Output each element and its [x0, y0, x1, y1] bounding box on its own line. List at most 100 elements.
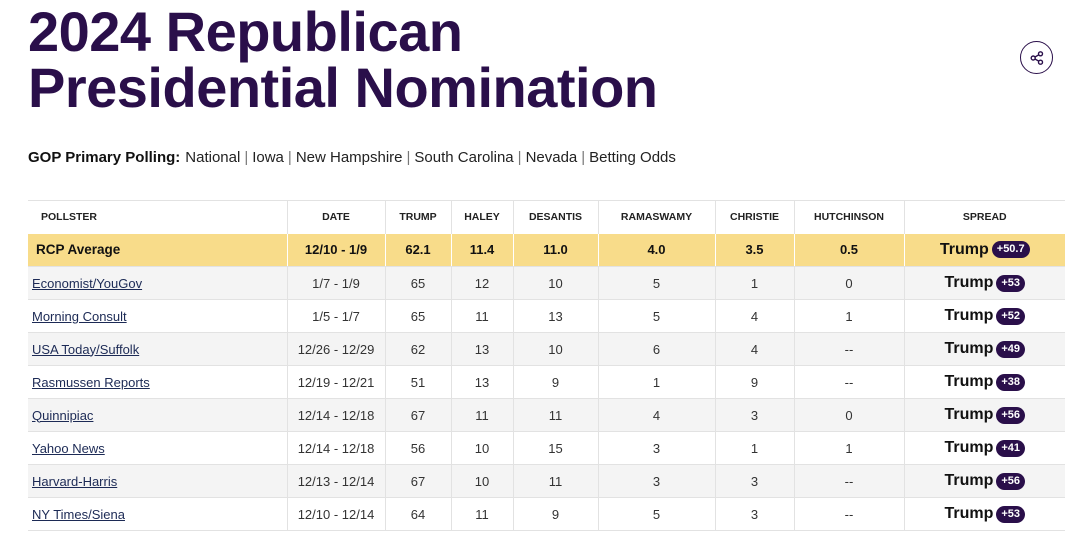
haley-cell: 11 — [450, 398, 513, 432]
spread-column-cell: Trump +41 — [903, 431, 1065, 465]
spread-cell: Trump +53 — [944, 274, 1026, 292]
spread-leader: Trump — [944, 340, 994, 357]
spread-leader: Trump — [944, 406, 994, 423]
nav-link-betting-odds[interactable]: Betting Odds — [589, 149, 676, 166]
christie-cell: 1 — [714, 431, 794, 465]
christie-cell: 3 — [714, 497, 794, 531]
table-row: Harvard-Harris 12/13 - 12/14 67 10 11 3 3 -- Tru… — [28, 464, 1065, 498]
pollster-cell: Harvard-Harris — [28, 464, 287, 498]
table-row: Rasmussen Reports 12/19 - 12/21 51 13 9 1 9 -- T… — [28, 365, 1065, 399]
table-row: Yahoo News 12/14 - 12/18 56 10 15 3 1 1 Trump +41 — [28, 431, 1065, 465]
haley-cell: 13 — [450, 365, 513, 399]
nav-separator: | — [406, 149, 411, 166]
average-christie: 3.5 — [714, 233, 794, 267]
spread-cell: Trump +53 — [944, 505, 1026, 523]
spread-column-cell: Trump +38 — [903, 365, 1065, 399]
table-row: Morning Consult 1/5 - 1/7 65 11 13 5 4 1 Trump +5… — [28, 299, 1065, 333]
date-cell: 12/14 - 12/18 — [286, 398, 385, 432]
pollster-cell: Morning Consult — [28, 299, 287, 333]
date-cell: 1/5 - 1/7 — [286, 299, 385, 333]
spread-badge: +41 — [996, 439, 1026, 457]
pollster-link[interactable]: Economist/YouGov — [32, 275, 143, 291]
ramaswamy-cell: 5 — [597, 497, 715, 531]
spread-cell: Trump +41 — [944, 439, 1026, 457]
average-hutchinson: 0.5 — [793, 233, 904, 267]
ramaswamy-cell: 6 — [597, 332, 715, 366]
spread-badge: +53 — [996, 274, 1026, 292]
spread-cell: Trump +50.7 — [940, 241, 1030, 259]
table-row: Quinnipiac 12/14 - 12/18 67 11 11 4 3 0 Trump +56 — [28, 398, 1065, 432]
christie-cell: 4 — [714, 332, 794, 366]
column-header-desantis[interactable]: DESANTIS — [512, 200, 598, 234]
desantis-cell: 10 — [512, 332, 598, 366]
date-cell: 12/19 - 12/21 — [286, 365, 385, 399]
desantis-cell: 13 — [512, 299, 598, 333]
spread-leader: Trump — [944, 505, 994, 522]
polling-table: POLLSTER DATE TRUMP HALEY DESANTIS RAMAS… — [28, 200, 1065, 531]
spread-column-cell: Trump +56 — [903, 398, 1065, 432]
primary-polling-label: GOP Primary Polling: — [28, 149, 181, 166]
column-header-christie[interactable]: CHRISTIE — [714, 200, 794, 234]
pollster-link[interactable]: USA Today/Suffolk — [32, 341, 140, 357]
column-header-spread[interactable]: SPREAD — [903, 200, 1065, 234]
column-header-date[interactable]: DATE — [286, 200, 385, 234]
haley-cell: 11 — [450, 497, 513, 531]
hutchinson-cell: -- — [793, 365, 904, 399]
pollster-link[interactable]: NY Times/Siena — [32, 506, 125, 522]
nav-separator: | — [287, 149, 292, 166]
trump-cell: 51 — [384, 365, 451, 399]
hutchinson-cell: 1 — [793, 299, 904, 333]
nav-link-iowa[interactable]: Iowa — [252, 149, 284, 166]
nav-separator: | — [517, 149, 522, 166]
column-header-hutchinson[interactable]: HUTCHINSON — [793, 200, 904, 234]
pollster-link[interactable]: Rasmussen Reports — [32, 374, 150, 390]
desantis-cell: 9 — [512, 365, 598, 399]
hutchinson-cell: -- — [793, 332, 904, 366]
spread-badge: +53 — [996, 505, 1026, 523]
spread-leader: Trump — [944, 472, 994, 489]
spread-cell: Trump +38 — [944, 373, 1026, 391]
nav-link-new-hampshire[interactable]: New Hampshire — [295, 149, 403, 166]
christie-cell: 4 — [714, 299, 794, 333]
desantis-cell: 10 — [512, 266, 598, 300]
spread-cell: Trump +52 — [944, 307, 1026, 325]
spread-badge: +38 — [996, 373, 1026, 391]
page-title-line-1: 2024 Republican — [28, 0, 463, 63]
spread-badge: +56 — [996, 406, 1026, 424]
pollster-cell: Economist/YouGov — [28, 266, 287, 300]
ramaswamy-cell: 4 — [597, 398, 715, 432]
date-cell: 12/26 - 12/29 — [286, 332, 385, 366]
pollster-link[interactable]: Harvard-Harris — [32, 473, 118, 489]
ramaswamy-cell: 1 — [597, 365, 715, 399]
average-haley: 11.4 — [450, 233, 513, 267]
desantis-cell: 15 — [512, 431, 598, 465]
column-header-pollster[interactable]: POLLSTER — [28, 200, 287, 234]
share-button[interactable] — [1020, 41, 1053, 74]
pollster-cell: Yahoo News — [28, 431, 287, 465]
pollster-link[interactable]: Morning Consult — [32, 308, 127, 324]
column-header-ramaswamy[interactable]: RAMASWAMY — [597, 200, 715, 234]
pollster-cell: USA Today/Suffolk — [28, 332, 287, 366]
nav-link-national[interactable]: National — [185, 149, 241, 166]
pollster-cell: NY Times/Siena — [28, 497, 287, 531]
christie-cell: 1 — [714, 266, 794, 300]
column-header-haley[interactable]: HALEY — [450, 200, 513, 234]
nav-link-nevada[interactable]: Nevada — [525, 149, 578, 166]
rcp-average-row: RCP Average 12/10 - 1/9 62.1 11.4 11.0 4… — [28, 233, 1065, 267]
hutchinson-cell: -- — [793, 464, 904, 498]
pollster-link[interactable]: Quinnipiac — [32, 407, 94, 423]
column-header-trump[interactable]: TRUMP — [384, 200, 451, 234]
trump-cell: 65 — [384, 266, 451, 300]
spread-column-cell: Trump +52 — [903, 299, 1065, 333]
nav-link-south-carolina[interactable]: South Carolina — [414, 149, 514, 166]
pollster-cell: Quinnipiac — [28, 398, 287, 432]
date-cell: 12/14 - 12/18 — [286, 431, 385, 465]
ramaswamy-cell: 5 — [597, 266, 715, 300]
table-row: NY Times/Siena 12/10 - 12/14 64 11 9 5 3 -- Trum… — [28, 497, 1065, 531]
hutchinson-cell: 0 — [793, 266, 904, 300]
spread-badge: +56 — [996, 472, 1026, 490]
spread-leader: Trump — [944, 307, 994, 324]
haley-cell: 10 — [450, 464, 513, 498]
pollster-link[interactable]: Yahoo News — [32, 440, 105, 456]
haley-cell: 11 — [450, 299, 513, 333]
